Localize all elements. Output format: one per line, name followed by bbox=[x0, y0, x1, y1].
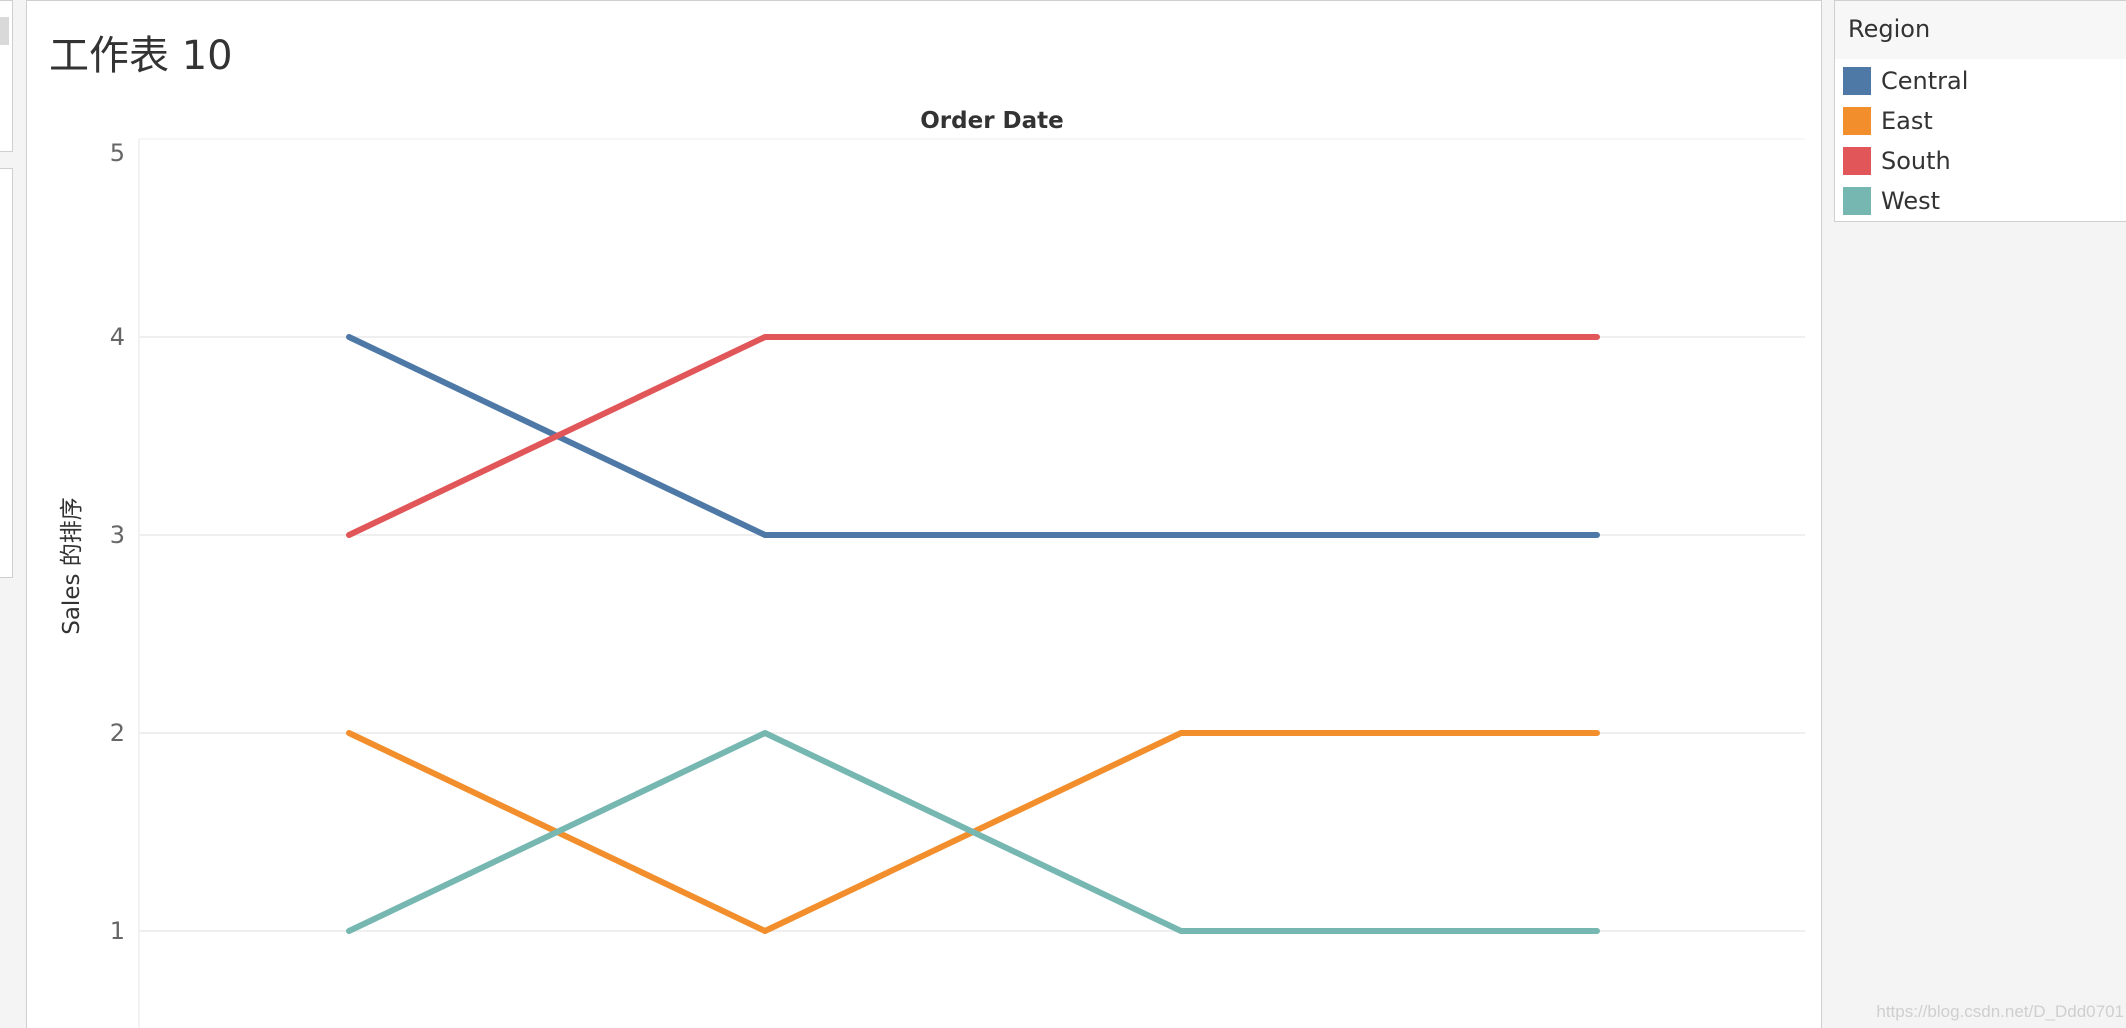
y-axis-title: Sales 的排序 bbox=[59, 497, 85, 635]
legend-title: Region bbox=[1848, 15, 1931, 43]
x-axis-title: Order Date bbox=[920, 108, 1064, 134]
legend-swatch-south bbox=[1843, 147, 1871, 175]
legend-label-south: South bbox=[1881, 147, 1951, 175]
y-tick-label-2: 2 bbox=[110, 719, 125, 747]
left-panel-top bbox=[0, 0, 13, 152]
gridlines bbox=[138, 138, 1805, 1028]
legend-swatch-central bbox=[1843, 67, 1871, 95]
watermark: https://blog.csdn.net/D_Ddd0701 bbox=[1876, 1002, 2124, 1021]
y-tick-label-3: 3 bbox=[110, 521, 125, 549]
legend-header bbox=[1835, 1, 2126, 59]
series-line-south[interactable] bbox=[346, 334, 1600, 538]
series-line-central[interactable] bbox=[346, 334, 1600, 538]
legend-swatch-west bbox=[1843, 187, 1871, 215]
y-tick-label-1: 1 bbox=[110, 917, 125, 945]
y-tick-label-4: 4 bbox=[110, 323, 125, 351]
legend-item-west[interactable]: West bbox=[1843, 184, 1940, 218]
rank-line-chart: Order Date Sales 的排序 1 2 3 4 5 bbox=[59, 108, 1805, 1028]
left-panel-middle bbox=[0, 168, 13, 578]
legend-label-central: Central bbox=[1881, 67, 1969, 95]
y-axis-ticks: 1 2 3 4 5 bbox=[110, 139, 125, 945]
region-legend: Region Central East South West bbox=[1834, 0, 2126, 222]
series-lines[interactable] bbox=[346, 334, 1600, 934]
y-tick-label-5: 5 bbox=[110, 139, 125, 167]
legend-item-south[interactable]: South bbox=[1843, 144, 1951, 178]
worksheet-view: 工作表 10 Order Date Sales 的排序 1 2 3 4 5 bbox=[26, 0, 1822, 1028]
legend-item-east[interactable]: East bbox=[1843, 104, 1933, 138]
legend-swatch-east bbox=[1843, 107, 1871, 135]
axes: Order Date Sales 的排序 bbox=[59, 108, 1064, 635]
sheet-title: 工作表 10 bbox=[49, 33, 233, 79]
series-line-west[interactable] bbox=[346, 730, 1600, 934]
legend-label-east: East bbox=[1881, 107, 1933, 135]
left-panel-scrollbar[interactable] bbox=[0, 17, 9, 45]
legend-item-central[interactable]: Central bbox=[1843, 64, 1968, 98]
legend-label-west: West bbox=[1881, 187, 1941, 215]
